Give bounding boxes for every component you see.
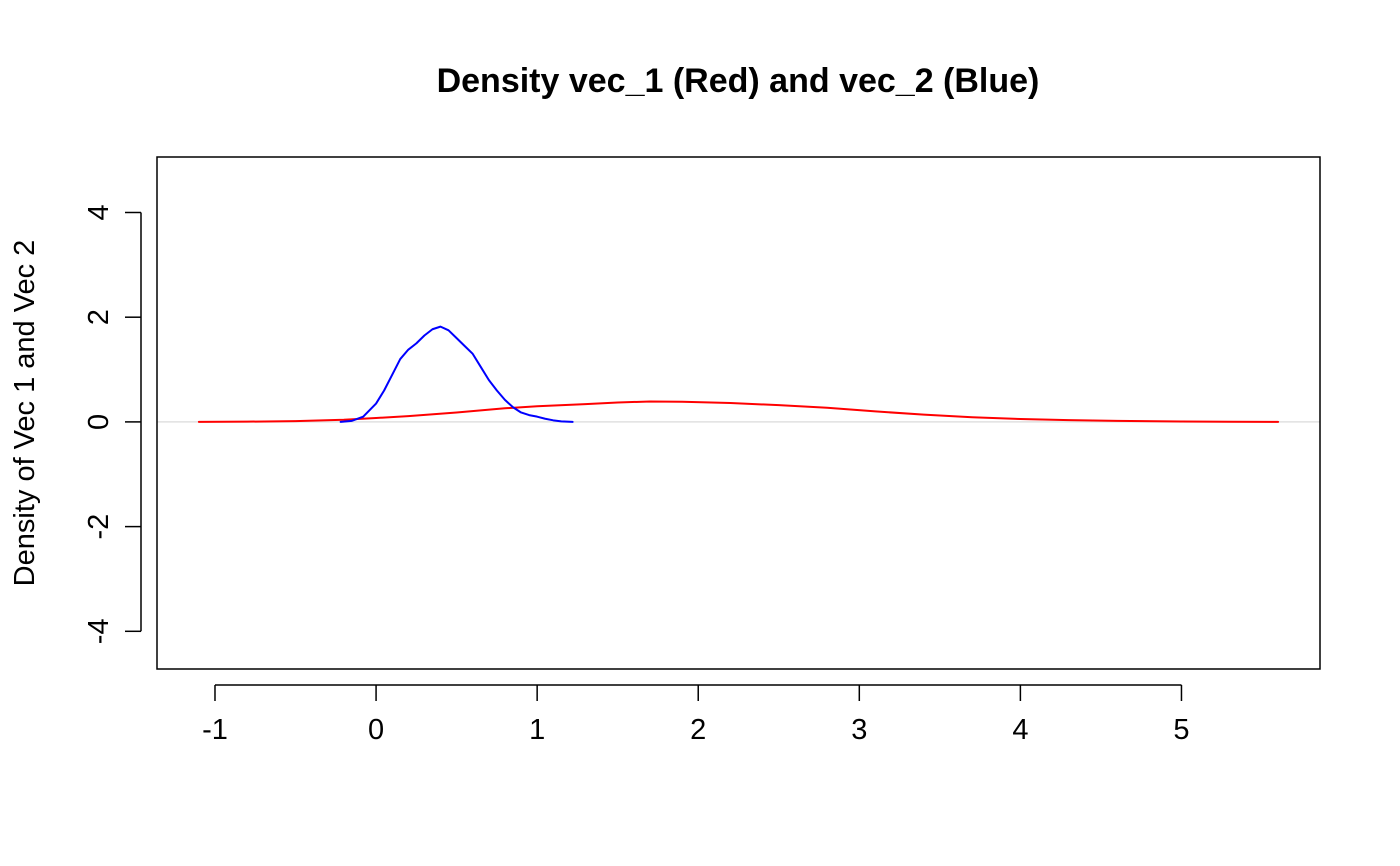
y-tick-label: 2: [83, 309, 115, 325]
y-axis: -4 -2 0 2 4: [83, 204, 142, 644]
y-tick-label: 4: [83, 204, 115, 220]
x-tick-label: 4: [1012, 714, 1028, 746]
y-tick-label: -4: [83, 618, 115, 644]
y-tick-label: 0: [83, 414, 115, 430]
x-tick-label: -1: [202, 714, 228, 746]
plot-frame: [156, 156, 1321, 670]
chart-title: Density vec_1 (Red) and vec_2 (Blue): [437, 62, 1040, 100]
x-tick-label: 0: [368, 714, 384, 746]
y-tick-label: -2: [83, 514, 115, 540]
y-axis-label: Density of Vec 1 and Vec 2: [9, 240, 41, 587]
x-axis: -1 0 1 2 3 4 5: [202, 684, 1190, 746]
x-tick-label: 1: [529, 714, 545, 746]
series-line-1: [197, 400, 1280, 423]
x-tick-label: 2: [690, 714, 706, 746]
x-tick-label: 5: [1173, 714, 1189, 746]
series-line-2: [339, 325, 574, 423]
x-tick-label: 3: [851, 714, 867, 746]
series-layer: [197, 325, 1280, 423]
